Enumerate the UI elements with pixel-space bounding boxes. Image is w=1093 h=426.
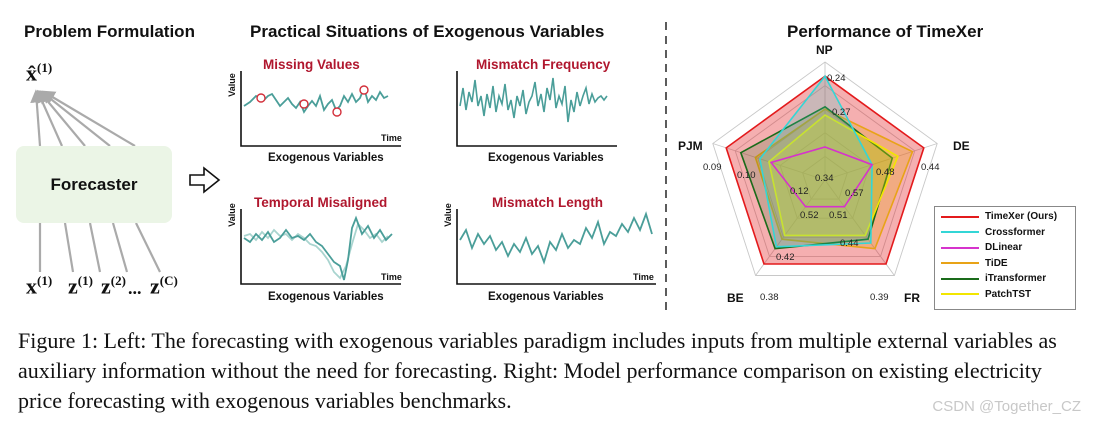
- missing-point: [256, 93, 266, 103]
- radar-series-itransformer: [739, 105, 894, 250]
- radar-outer-value-np: 0.24: [827, 73, 846, 84]
- watermark: CSDN @Together_CZ: [932, 398, 1081, 415]
- legend-item: Crossformer: [935, 225, 1075, 241]
- radar-series-dlinear: [769, 146, 874, 208]
- radar-value: 0.48: [876, 167, 895, 178]
- legend-item: PatchTST: [935, 287, 1075, 303]
- radar-series-crossformer: [759, 74, 873, 248]
- radar-spoke: [755, 179, 826, 276]
- panel-temporal-misaligned-plot: [240, 209, 401, 285]
- section-divider: [665, 22, 667, 312]
- radar-value: 0.52: [800, 210, 819, 221]
- input-zC: z(C): [150, 273, 178, 299]
- radar-axis-pjm: PJM: [678, 139, 703, 153]
- panel-temporal-misaligned-title: Temporal Misaligned: [254, 195, 388, 210]
- series-line: [459, 211, 653, 265]
- performance-title: Performance of TimeXer: [787, 22, 984, 41]
- missing-point: [332, 107, 342, 117]
- forecaster-label: Forecaster: [50, 175, 138, 194]
- radar-spoke: [824, 179, 895, 276]
- series-line: [243, 215, 393, 281]
- radar-value: 0.10: [737, 170, 756, 181]
- legend-item: DLinear: [935, 240, 1075, 256]
- panel-missing-values-xlabel: Time: [381, 133, 402, 143]
- legend-item: TimeXer (Ours): [935, 209, 1075, 225]
- radar-value: 0.44: [840, 238, 859, 249]
- panel-mismatch-frequency-title: Mismatch Frequency: [476, 57, 611, 72]
- radar-value: 0.51: [829, 210, 848, 221]
- legend-item: iTransformer: [935, 271, 1075, 287]
- radar-grid-ring: [802, 155, 848, 200]
- panel-missing-values-caption: Exogenous Variables: [268, 152, 384, 164]
- radar-grid-ring: [734, 85, 916, 257]
- input-x1: x(1): [26, 273, 53, 299]
- input-z1: z(1): [68, 273, 93, 299]
- panel-mismatch-frequency-caption: Exogenous Variables: [488, 152, 604, 164]
- radar-outer-value-fr: 0.39: [870, 292, 889, 303]
- panel-mismatch-length-plot: [456, 209, 656, 285]
- problem-formulation-title: Problem Formulation: [24, 22, 195, 41]
- forecaster-box: Forecaster: [16, 146, 172, 223]
- radar-outer-value-be: 0.38: [760, 292, 779, 303]
- radar-legend: TimeXer (Ours) Crossformer DLinear TiDE …: [934, 206, 1076, 310]
- output-variable: x̂(1): [26, 60, 52, 86]
- figure-caption: Figure 1: Left: The forecasting with exo…: [18, 328, 1057, 413]
- panel-missing-values-title: Missing Values: [263, 57, 360, 72]
- radar-value: 0.12: [790, 186, 809, 197]
- practical-situations-title: Practical Situations of Exogenous Variab…: [250, 22, 605, 41]
- radar-spoke: [824, 143, 938, 181]
- hollow-arrow-icon: [189, 166, 221, 194]
- output-variable-base: x̂: [26, 60, 37, 86]
- input-ellipsis: ...: [128, 278, 142, 298]
- panel-mismatch-length-title: Mismatch Length: [492, 195, 604, 210]
- radar-value: 0.34: [815, 173, 834, 184]
- series-line: [459, 77, 608, 123]
- series-line-shifted: [243, 222, 389, 280]
- panel-missing-values-plot: [240, 71, 401, 147]
- output-variable-sup: (1): [37, 60, 53, 75]
- forecaster-arrows: [30, 89, 161, 273]
- radar-chart: [712, 61, 938, 276]
- radar-series-patchtst: [768, 114, 899, 237]
- panel-temporal-misaligned-caption: Exogenous Variables: [268, 291, 384, 303]
- input-z2: z(2): [101, 273, 126, 299]
- missing-point: [299, 99, 309, 109]
- radar-axis-fr: FR: [904, 291, 920, 305]
- missing-point: [359, 85, 369, 95]
- legend-item: TiDE: [935, 256, 1075, 272]
- radar-outer-value-pjm: 0.09: [703, 162, 722, 173]
- radar-axis-np: NP: [816, 43, 833, 57]
- radar-grid-ring: [779, 132, 871, 219]
- panel-mismatch-length-caption: Exogenous Variables: [488, 291, 604, 303]
- panel-temporal-misaligned-xlabel: Time: [381, 272, 402, 282]
- radar-value: 0.27: [832, 107, 851, 118]
- panel-mismatch-frequency-plot: [456, 71, 617, 147]
- radar-axis-de: DE: [953, 139, 970, 153]
- radar-outer-value-de: 0.44: [921, 162, 940, 173]
- radar-value: 0.57: [845, 188, 864, 199]
- radar-value: 0.42: [776, 252, 795, 263]
- radar-axis-be: BE: [727, 291, 744, 305]
- panel-mismatch-length-xlabel: Time: [633, 272, 654, 282]
